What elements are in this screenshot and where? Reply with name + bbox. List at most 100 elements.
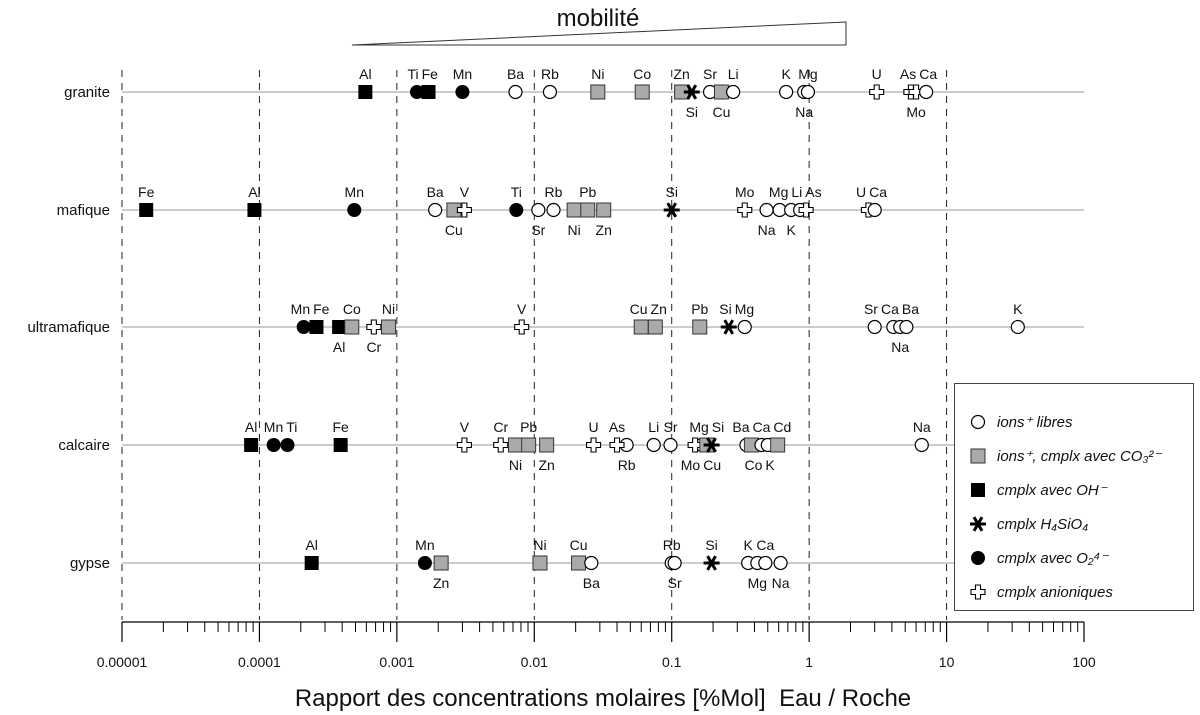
point-fe <box>309 320 324 334</box>
point-label: Ba <box>583 575 600 591</box>
point-ti <box>409 85 424 99</box>
point-label: Pb <box>579 184 596 200</box>
point-label: Ca <box>756 537 774 553</box>
point-label: Cd <box>773 419 791 435</box>
row-label: gypse <box>70 555 110 572</box>
point-label: Mn <box>415 537 434 553</box>
point-mg <box>737 319 752 335</box>
point-label: Sr <box>864 301 878 317</box>
point-cd <box>770 437 786 453</box>
point-label: Al <box>248 184 260 200</box>
point-na <box>759 202 774 218</box>
point-label: K <box>1013 301 1023 317</box>
point-rb <box>542 84 558 100</box>
point-label: Si <box>705 537 717 553</box>
point-al <box>244 438 259 452</box>
point-label: Li <box>728 66 739 82</box>
point-na <box>773 555 788 571</box>
point-label: Mn <box>345 184 364 200</box>
point-label: Sr <box>703 66 717 82</box>
point-label: Al <box>245 419 257 435</box>
point-label: Ni <box>568 222 581 238</box>
point-label: Zn <box>538 457 554 473</box>
point-label: Ca <box>753 419 771 435</box>
point-na <box>914 437 929 453</box>
point-label: Al <box>305 537 317 553</box>
point-label: Mg <box>798 66 817 82</box>
point-label: Ca <box>869 184 887 200</box>
point-mo <box>737 202 753 218</box>
point-ba <box>584 555 599 571</box>
point-label: Na <box>772 575 790 591</box>
x-tick-label: 0.001 <box>379 654 414 670</box>
point-label: Zn <box>673 66 689 82</box>
point-ba <box>899 319 914 335</box>
point-zn <box>433 555 449 571</box>
x-tick-label: 10 <box>939 654 955 670</box>
point-label: K <box>786 222 796 238</box>
point-label: Mg <box>769 184 788 200</box>
point-si <box>703 555 720 571</box>
point-sr <box>663 437 678 453</box>
point-ca <box>919 84 934 100</box>
point-co <box>634 84 650 100</box>
point-label: Mg <box>748 575 767 591</box>
point-label: Ca <box>919 66 937 82</box>
point-sr <box>667 555 682 571</box>
point-label: Zn <box>433 575 449 591</box>
legend-oh-icon <box>971 483 985 497</box>
point-label: Zn <box>651 301 667 317</box>
point-label: Na <box>795 104 813 120</box>
legend: ions⁺ libres ions⁺, cmplx avec CO₃²⁻ cmplx… <box>954 383 1194 611</box>
point-label: As <box>609 419 625 435</box>
point-label: Ni <box>382 301 395 317</box>
point-label: Ba <box>507 66 524 82</box>
row-label: mafique <box>57 202 110 219</box>
point-label: Pb <box>520 419 537 435</box>
row-calcaire: calcaire Al Mn Ti Fe V Cr Ni Pb Zn U Rb As Li Sr Mg Mo Cu… <box>58 419 1084 473</box>
x-tick-label: 0.00001 <box>97 654 148 670</box>
point-label: Mg <box>735 301 754 317</box>
legend-label: ions⁺, cmplx avec CO₃²⁻ <box>997 448 1162 465</box>
row-mafique: mafique Fe Al Mn Ba Cu V Ti Sr Rb Ni Pb Zn Si Mo Na Mg K L… <box>57 184 1084 238</box>
point-label: Rb <box>663 537 681 553</box>
point-mn <box>296 320 311 334</box>
point-mn <box>417 556 432 570</box>
point-fe <box>421 85 436 99</box>
point-label: Ba <box>902 301 919 317</box>
point-fe <box>333 438 348 452</box>
point-mg <box>800 84 816 100</box>
point-label: Mn <box>453 66 472 82</box>
point-label: Ti <box>286 419 297 435</box>
point-v <box>456 202 472 218</box>
point-label: Cu <box>570 537 588 553</box>
point-si <box>683 84 700 100</box>
point-ca <box>867 202 882 218</box>
point-label: V <box>460 419 470 435</box>
point-si <box>703 437 720 453</box>
point-label: Sr <box>668 575 682 591</box>
point-cu <box>571 555 587 571</box>
point-label: Si <box>712 419 724 435</box>
row-gypse: gypse Al Mn Zn Ni Cu Ba Rb Sr Si K Mg Ca Na <box>70 537 1084 591</box>
point-label: As <box>805 184 821 200</box>
point-label: K <box>743 537 753 553</box>
point-label: Ti <box>511 184 522 200</box>
point-li <box>646 437 661 453</box>
point-as <box>798 202 814 218</box>
point-label: Na <box>758 222 776 238</box>
legend-label: ions⁺ libres <box>997 414 1073 431</box>
point-ba <box>428 202 443 218</box>
point-label: Fe <box>422 66 439 82</box>
point-co <box>344 319 360 335</box>
point-mn <box>347 203 362 217</box>
point-label: Zn <box>596 222 612 238</box>
point-pb <box>521 437 537 453</box>
point-label: Sr <box>664 419 678 435</box>
chart-title: mobilité <box>557 5 640 32</box>
point-ba <box>508 84 523 100</box>
legend-ion-icon <box>970 414 986 430</box>
point-label: Ni <box>533 537 546 553</box>
legend-item-oh: cmplx avec OH⁻ <box>969 478 1107 502</box>
